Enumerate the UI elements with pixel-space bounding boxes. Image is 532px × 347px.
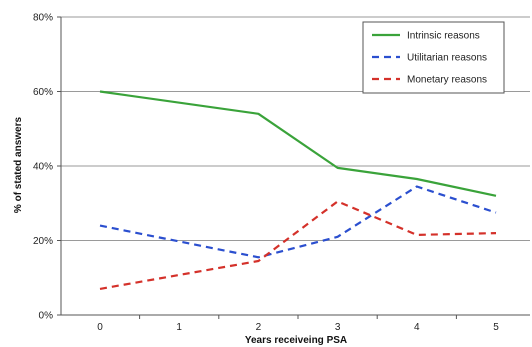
- y-tick-label: 0%: [39, 311, 54, 322]
- series: [99, 90, 497, 290]
- tick-labels: 0% 20% 40% 60% 80% 0 1 2 3 4 5: [33, 13, 499, 334]
- y-tick-label: 80%: [33, 13, 53, 24]
- gridlines: [61, 16, 530, 241]
- legend-label: Intrinsic reasons: [407, 31, 480, 42]
- axes: [57, 16, 530, 319]
- x-tick-label: 5: [493, 322, 499, 333]
- series-line-monetary: [99, 200, 497, 290]
- series-line-intrinsic: [99, 90, 497, 197]
- x-tick-label: 4: [414, 322, 420, 333]
- x-tick-label: 2: [256, 322, 262, 333]
- x-tick-label: 1: [176, 322, 182, 333]
- x-tick-label: 0: [97, 322, 103, 333]
- y-axis-title: % of stated answers: [13, 116, 24, 213]
- series-line-utilitarian: [99, 185, 497, 259]
- x-tick-label: 3: [335, 322, 341, 333]
- x-axis-title: Years receiveing PSA: [245, 335, 347, 346]
- legend-label: Utilitarian reasons: [407, 53, 487, 64]
- y-tick-label: 60%: [33, 87, 53, 98]
- legend-label: Monetary reasons: [407, 75, 487, 86]
- y-tick-label: 20%: [33, 236, 53, 247]
- legend: Intrinsic reasons Utilitarian reasons Mone…: [362, 21, 505, 94]
- y-tick-label: 40%: [33, 162, 53, 173]
